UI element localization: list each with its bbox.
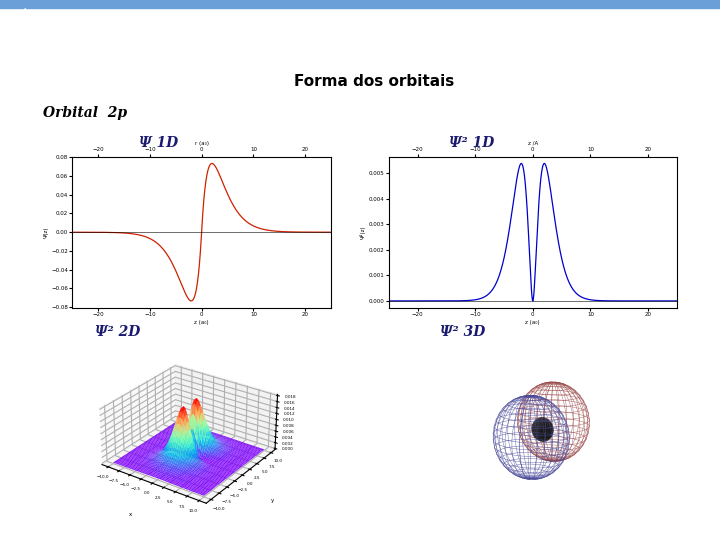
Y-axis label: Ψ²(z): Ψ²(z): [360, 225, 366, 239]
Text: Forma dos orbitais: Forma dos orbitais: [294, 73, 454, 89]
X-axis label: z /A: z /A: [528, 140, 538, 146]
X-axis label: z (a₀): z (a₀): [194, 320, 209, 325]
X-axis label: x: x: [129, 512, 132, 517]
Text: 7: 7: [12, 521, 17, 530]
Text: Estrutura atômica: Estrutura atômica: [254, 22, 538, 49]
Text: Orbital  2p: Orbital 2p: [43, 106, 127, 120]
Text: Ψ 1D: Ψ 1D: [139, 136, 179, 150]
Y-axis label: Ψ(z): Ψ(z): [43, 226, 48, 238]
Text: Ψ² 2D: Ψ² 2D: [95, 325, 140, 339]
Text: Ψ² 3D: Ψ² 3D: [441, 325, 486, 339]
Y-axis label: y: y: [271, 498, 274, 503]
X-axis label: r (a₀): r (a₀): [194, 140, 209, 146]
X-axis label: z (a₀): z (a₀): [526, 320, 540, 325]
Text: Ψ² 1D: Ψ² 1D: [449, 136, 494, 150]
Bar: [0, 0, 720, 8]
Text: QFL0341 — Estrutura e Propriedades de Compostos Orgânicos: QFL0341 — Estrutura e Propriedades de Co…: [12, 204, 17, 401]
